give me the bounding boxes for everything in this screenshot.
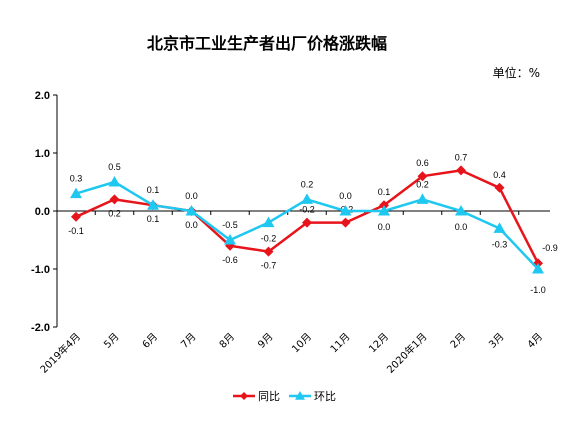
data-label: -0.6 xyxy=(222,255,238,265)
data-label: 0.3 xyxy=(70,174,83,184)
data-label: 0.0 xyxy=(378,222,391,232)
y-tick-label: 2.0 xyxy=(35,90,50,102)
data-label: -1.0 xyxy=(530,285,546,295)
data-point xyxy=(494,182,505,193)
x-tick-label: 6月 xyxy=(140,331,160,351)
data-point xyxy=(262,216,275,228)
data-point xyxy=(70,187,82,199)
data-point xyxy=(416,193,429,204)
data-point xyxy=(224,234,236,245)
data-label: 0.4 xyxy=(493,170,506,180)
x-tick-label: 4月 xyxy=(525,331,545,351)
data-point xyxy=(71,211,81,222)
data-label: 0.2 xyxy=(416,179,429,189)
data-point xyxy=(185,205,198,216)
x-tick-label: 2020年1月 xyxy=(384,330,430,376)
data-point xyxy=(456,165,466,176)
data-point xyxy=(493,222,506,233)
series-mom: 0.3 0.5 0.1 0.0 -0.5 -0.2 0.2 0.0 0.0 0.2 0.0 -0.3 -… xyxy=(70,162,546,295)
data-point xyxy=(301,193,313,204)
y-tick-label: -1.0 xyxy=(31,264,50,276)
data-point xyxy=(455,205,467,216)
data-point xyxy=(108,176,121,187)
x-tick-label: 5月 xyxy=(102,331,122,351)
data-label: -0.5 xyxy=(222,220,238,230)
legend-marker xyxy=(295,391,305,400)
data-point xyxy=(417,171,428,182)
data-point xyxy=(263,246,274,257)
data-point xyxy=(109,194,120,205)
data-label: 0.6 xyxy=(416,158,429,168)
data-label: 0.2 xyxy=(108,208,121,218)
data-point xyxy=(378,205,390,216)
data-label: 0.7 xyxy=(455,152,468,162)
unit-label: 单位：% xyxy=(493,65,540,80)
data-label: 0.5 xyxy=(108,162,121,172)
y-tick-label: 1.0 xyxy=(35,148,50,160)
data-point xyxy=(532,263,544,274)
data-label: 0.1 xyxy=(147,214,160,224)
x-tick-label: 8月 xyxy=(217,331,237,351)
data-point xyxy=(339,205,352,216)
x-tick-label: 12月 xyxy=(367,331,392,356)
data-label: -0.1 xyxy=(68,226,84,236)
legend-label: 环比 xyxy=(314,390,336,403)
x-tick-label: 3月 xyxy=(487,331,507,351)
x-tick-label: 9月 xyxy=(256,331,276,351)
x-tick-label: 2月 xyxy=(448,331,468,351)
x-tick-label: 10月 xyxy=(290,331,315,356)
x-tick-label: 7月 xyxy=(179,331,199,351)
chart-title: 北京市工业生产者出厂价格涨跌幅 xyxy=(147,34,387,53)
data-label: 0.0 xyxy=(339,191,352,201)
data-label: -0.2 xyxy=(261,234,277,244)
data-label: -0.2 xyxy=(299,205,315,215)
legend-label: 同比 xyxy=(258,390,280,403)
data-point xyxy=(302,217,312,228)
y-tick-label: -2.0 xyxy=(31,322,50,334)
data-point xyxy=(147,199,159,210)
data-point xyxy=(340,217,351,228)
data-label: 0.0 xyxy=(185,191,198,201)
data-label: -0.3 xyxy=(492,239,508,249)
y-tick-label: 0.0 xyxy=(35,206,50,218)
x-tick-label: 11月 xyxy=(328,331,353,356)
x-tick-label: 2019年4月 xyxy=(37,330,83,376)
data-label: 0.0 xyxy=(185,220,198,230)
data-label: 0.1 xyxy=(378,187,391,197)
legend-marker xyxy=(240,392,248,400)
data-label: 0.0 xyxy=(455,222,468,232)
data-label: -0.9 xyxy=(542,243,558,253)
legend: 同比 环比 xyxy=(233,390,336,403)
data-label: 0.1 xyxy=(147,185,160,195)
data-label: -0.7 xyxy=(261,261,277,271)
data-label: 0.2 xyxy=(301,179,314,189)
